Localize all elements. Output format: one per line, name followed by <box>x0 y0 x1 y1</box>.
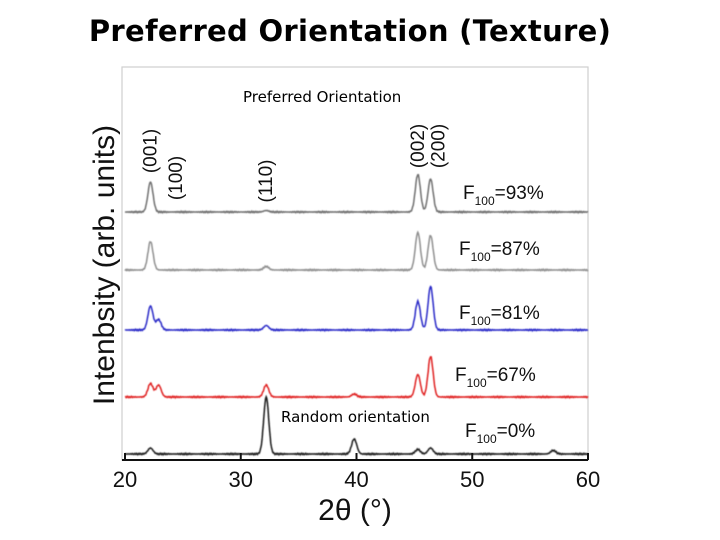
series-label: F100=93% <box>463 183 544 208</box>
series-line-87 <box>124 230 589 273</box>
curve-labels: F100=93% F100=87% F100=81% F100=67% F100=0% <box>455 183 544 446</box>
x-tick-label: 60 <box>576 467 600 492</box>
series-label: F100=0% <box>465 421 535 446</box>
y-axis-label: Intenbsity (arb. units) <box>88 125 121 405</box>
peak-label: (200) <box>429 124 450 168</box>
series-line-93 <box>124 174 589 215</box>
plot-frame <box>121 66 589 461</box>
annotation-preferred-orientation: Preferred Orientation <box>243 88 401 106</box>
series-line-0 <box>125 394 589 457</box>
x-tick-label: 30 <box>229 467 253 492</box>
x-tick-label: 20 <box>113 467 137 492</box>
series-label: F100=87% <box>459 239 540 264</box>
peak-label: (110) <box>256 160 277 203</box>
x-tick-label: 40 <box>344 467 368 492</box>
series-line-81 <box>124 285 589 333</box>
x-tick-label: 50 <box>460 467 484 492</box>
peak-labels: (001)(100) (110) (002) (200) <box>141 124 450 203</box>
series-label: F100=81% <box>459 303 540 328</box>
x-axis-label: 2θ (°) <box>318 494 392 527</box>
x-ticks: 20 30 40 50 60 <box>113 453 600 492</box>
annotation-random-orientation: Random orientation <box>281 408 430 426</box>
peak-label: (002) <box>408 124 429 168</box>
peak-label: (100) <box>166 156 187 200</box>
series-label: F100=67% <box>455 365 536 390</box>
series-layer <box>124 174 589 457</box>
slide-title: Preferred Orientation (Texture) <box>88 14 612 48</box>
peak-label: (001) <box>141 129 162 173</box>
series-line-67 <box>124 355 589 400</box>
